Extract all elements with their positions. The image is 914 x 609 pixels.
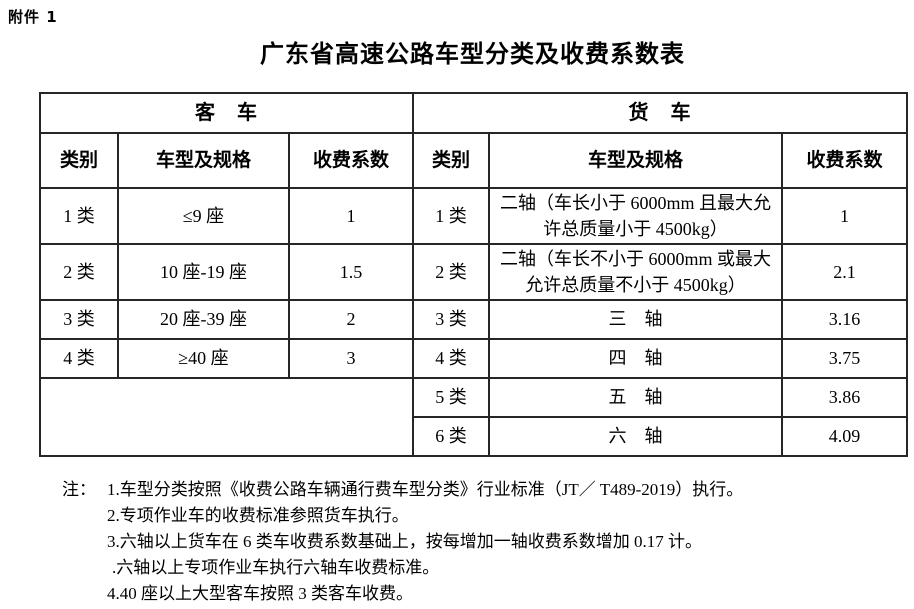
passenger-category-cell: 1 类 [39,187,119,245]
table-row: 4 类 ≥40 座 3 4 类 四 轴 3.75 [39,338,908,379]
truck-coef-cell: 4.09 [781,416,908,457]
passenger-category-cell: 2 类 [39,243,119,301]
toll-coefficient-table: 客 车 货 车 类别 车型及规格 收费系数 类别 车型及规格 收费系数 1 类 … [39,92,908,457]
passenger-coef-cell: 2 [288,299,414,340]
truck-coef-cell: 3.16 [781,299,908,340]
passenger-spec-cell: 20 座-39 座 [117,299,290,340]
passenger-spec-cell: 10 座-19 座 [117,243,290,301]
table-row: 1 类 ≤9 座 1 1 类 二轴（车长小于 6000mm 且最大允许总质量小于… [39,187,908,245]
note-text: 1.车型分类按照《收费公路车辆通行费车型分类》行业标准（JT／ T489-201… [107,480,744,499]
note-line: .六轴以上专项作业车执行六轴车收费标准。 [112,558,440,577]
passenger-col-header-coef: 收费系数 [288,132,414,189]
note-line: 3.六轴以上货车在 6 类车收费系数基础上，按每增加一轴收费系数增加 0.17 … [107,532,702,551]
truck-category-cell: 6 类 [412,416,490,457]
passenger-category-cell: 3 类 [39,299,119,340]
truck-category-cell: 1 类 [412,187,490,245]
truck-spec-cell: 五 轴 [488,377,783,418]
note-line: 4.40 座以上大型客车按照 3 类客车收费。 [107,584,413,603]
truck-category-cell: 4 类 [412,338,490,379]
truck-coef-cell: 3.75 [781,338,908,379]
truck-spec-cell: 二轴（车长不小于 6000mm 或最大允许总质量不小于 4500kg） [488,243,783,301]
note-prefix: 注： [62,480,96,499]
note-line: 2.专项作业车的收费标准参照货车执行。 [107,506,409,525]
passenger-coef-cell: 3 [288,338,414,379]
truck-col-header-category: 类别 [412,132,490,189]
passenger-category-cell: 4 类 [39,338,119,379]
passenger-empty-merged-cell [39,377,414,457]
truck-spec-cell: 二轴（车长小于 6000mm 且最大允许总质量小于 4500kg） [488,187,783,245]
passenger-spec-cell: ≥40 座 [117,338,290,379]
truck-group-header: 货 车 [412,92,908,134]
passenger-col-header-spec: 车型及规格 [117,132,290,189]
truck-category-cell: 3 类 [412,299,490,340]
group-header-row: 客 车 货 车 [39,92,908,134]
truck-spec-cell: 六 轴 [488,416,783,457]
truck-category-cell: 2 类 [412,243,490,301]
passenger-spec-cell: ≤9 座 [117,187,290,245]
table-row: 6 类 六 轴 4.09 [40,416,908,457]
passenger-group-header: 客 车 [39,92,414,134]
truck-coef-cell: 3.86 [781,377,908,418]
attachment-label: 附件 1 [8,8,58,26]
truck-category-cell: 5 类 [412,377,490,418]
truck-spec-cell: 三 轴 [488,299,783,340]
truck-coef-cell: 2.1 [781,243,908,301]
column-header-row: 类别 车型及规格 收费系数 类别 车型及规格 收费系数 [39,132,908,189]
truck-coef-cell: 1 [781,187,908,245]
passenger-col-header-category: 类别 [39,132,119,189]
page-title: 广东省高速公路车型分类及收费系数表 [260,42,685,68]
note-line: 注： 1.车型分类按照《收费公路车辆通行费车型分类》行业标准（JT／ T489-2… [62,477,902,503]
truck-spec-cell: 四 轴 [488,338,783,379]
truck-col-header-coef: 收费系数 [781,132,908,189]
table-row: 2 类 10 座-19 座 1.5 2 类 二轴（车长不小于 6000mm 或最… [39,243,908,301]
table-row: 5 类 五 轴 3.86 [39,377,908,457]
table-row: 3 类 20 座-39 座 2 3 类 三 轴 3.16 [39,299,908,340]
truck-col-header-spec: 车型及规格 [488,132,783,189]
footnotes: 注： 1.车型分类按照《收费公路车辆通行费车型分类》行业标准（JT／ T489-2… [62,477,902,607]
passenger-coef-cell: 1 [288,187,414,245]
passenger-coef-cell: 1.5 [288,243,414,301]
